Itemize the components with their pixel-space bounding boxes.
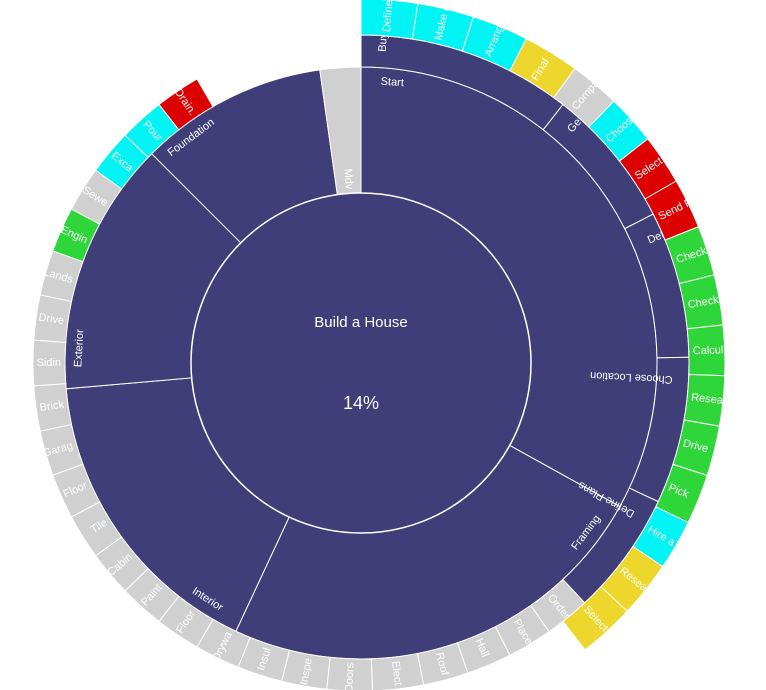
outer1-label-sidin: Sidin: [37, 357, 61, 369]
middle-ring: StartFramingInteriorExteriorFoundationMd…: [64, 66, 658, 660]
outer1-segment-drain[interactable]: [158, 78, 214, 131]
outer2-label-calcul: Calcul: [693, 344, 724, 357]
outer1-label-inspe: Inspe: [298, 657, 314, 686]
outer-ring-2: Define Make a ArrangFinalCompaChoosSelectS…: [360, 0, 728, 651]
outer1-label-choose-location: Choose Location: [590, 369, 673, 385]
outer2-label-define: Define: [381, 0, 395, 32]
outer2-label-resear: Resear: [691, 392, 728, 408]
outer-ring-1: Buy LotGet Estimates from Contra...Defin…: [32, 14, 715, 690]
center-percent: 14%: [343, 393, 379, 413]
middle-label-mdv: Mdv: [342, 168, 355, 190]
center-circle[interactable]: [190, 192, 532, 534]
outer2-segment-select[interactable]: [562, 585, 628, 651]
outer1-label-elect: Elect: [389, 660, 404, 686]
outer2-label-check: Check: [687, 294, 720, 311]
outer1-label-brick: Brick: [39, 399, 65, 414]
middle-label-start: Start: [380, 76, 404, 90]
outer1-label-doors: Doors: [343, 662, 356, 690]
outer1-label-drive: Drive: [38, 312, 65, 327]
center-title: Build a House: [314, 314, 407, 331]
middle-label-exterior: Exterior: [72, 329, 86, 368]
